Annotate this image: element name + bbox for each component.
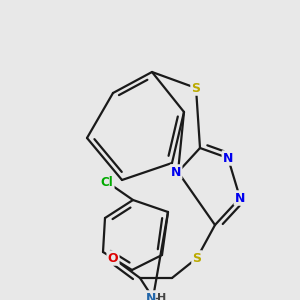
Text: N: N xyxy=(223,152,233,164)
Text: S: S xyxy=(193,251,202,265)
Text: O: O xyxy=(108,251,118,265)
Text: N: N xyxy=(146,292,156,300)
Text: N: N xyxy=(235,191,245,205)
Text: S: S xyxy=(191,82,200,94)
Text: H: H xyxy=(158,293,166,300)
Text: Cl: Cl xyxy=(100,176,113,188)
Text: N: N xyxy=(171,166,181,178)
